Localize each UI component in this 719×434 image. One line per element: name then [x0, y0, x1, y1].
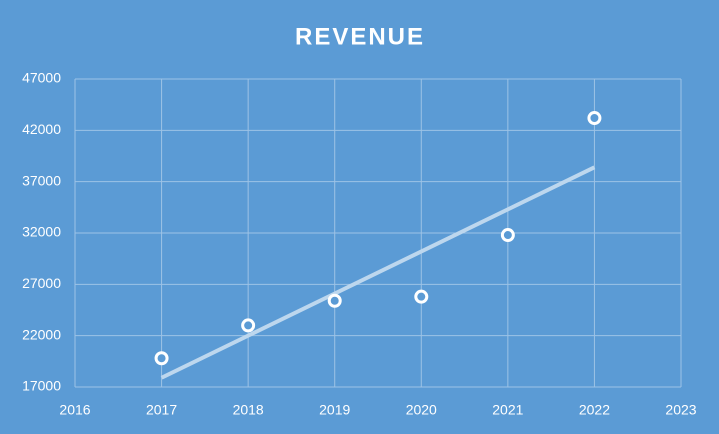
- x-tick-label: 2019: [319, 402, 350, 418]
- trendline: [160, 165, 596, 380]
- data-point: [587, 111, 602, 126]
- y-tick-label: 47000: [22, 70, 61, 86]
- x-tick-label: 2016: [59, 402, 90, 418]
- x-tick-label: 2018: [233, 402, 264, 418]
- y-tick-label: 27000: [22, 275, 61, 291]
- x-tick-label: 2020: [406, 402, 437, 418]
- y-tick-label: 17000: [22, 378, 61, 394]
- x-tick-label: 2017: [146, 402, 177, 418]
- chart-title: REVENUE: [295, 23, 425, 50]
- y-tick-label: 37000: [22, 172, 61, 188]
- data-point: [241, 318, 256, 333]
- data-point: [154, 351, 169, 366]
- data-point: [414, 289, 429, 304]
- x-tick-label: 2021: [492, 402, 523, 418]
- x-tick-label: 2023: [665, 402, 696, 418]
- y-tick-label: 42000: [22, 121, 61, 137]
- data-point: [327, 293, 342, 308]
- x-tick-label: 2022: [579, 402, 610, 418]
- y-tick-label: 22000: [22, 326, 61, 342]
- y-tick-label: 32000: [22, 224, 61, 240]
- data-point: [500, 228, 515, 243]
